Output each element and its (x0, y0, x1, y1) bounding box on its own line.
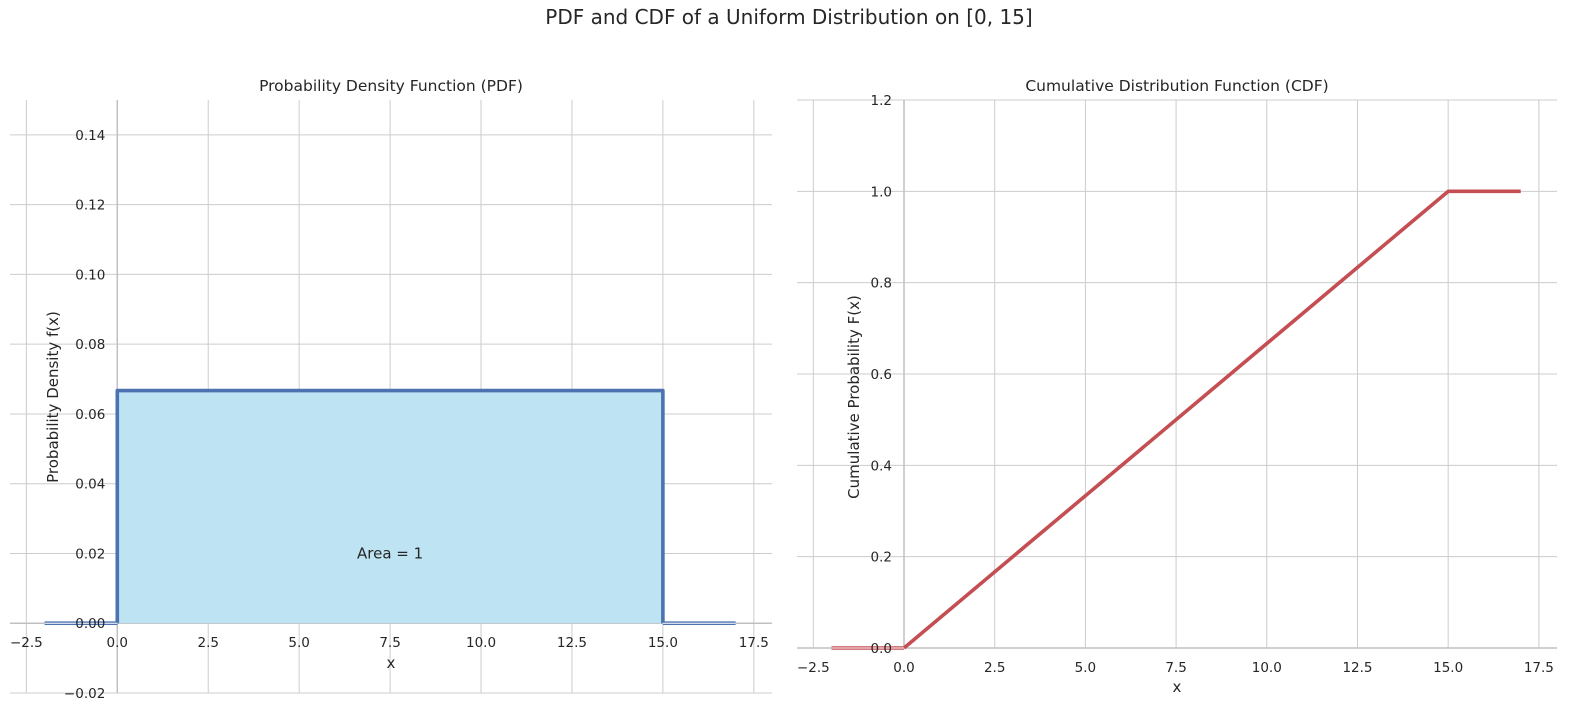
x-tick-label: 0.0 (107, 635, 128, 651)
x-tick-label: 17.5 (1524, 660, 1554, 676)
x-tick-label: 17.5 (739, 635, 769, 651)
x-axis-label: x (1173, 678, 1182, 696)
x-tick-label: 5.0 (288, 635, 309, 651)
x-tick-label: 2.5 (984, 660, 1005, 676)
x-tick-label: 12.5 (1342, 660, 1372, 676)
y-tick-label: 1.2 (871, 93, 892, 109)
y-tick-label: 0.08 (75, 337, 105, 353)
series-line (115, 388, 665, 624)
y-tick-label: 0.00 (75, 616, 105, 632)
y-tick-label: 0.06 (75, 407, 105, 423)
area-annotation: Area = 1 (357, 544, 423, 562)
x-tick-label: 2.5 (197, 635, 218, 651)
y-tick-label: 0.8 (871, 276, 892, 292)
x-tick-label: 10.0 (1252, 660, 1282, 676)
series-line (902, 189, 1521, 650)
chart-cdf: −2.5 0.0 2.5 5.0 7.5 10.0 12.5 15.0 17.5 0.0 0.2 0.… (797, 77, 1557, 696)
x-tick-label: 0.0 (893, 660, 914, 676)
y-axis-label: Probability Density f(x) (44, 311, 62, 483)
y-tick-label: 0.2 (871, 550, 892, 566)
x-tick-label: −2.5 (10, 635, 43, 651)
y-tick-label: 0.6 (871, 367, 892, 383)
x-tick-label: −2.5 (797, 660, 830, 676)
x-tick-label: 15.0 (648, 635, 678, 651)
y-tick-label: 0.02 (75, 546, 105, 562)
y-tick-label: 0.0 (871, 641, 892, 657)
x-tick-label: 15.0 (1433, 660, 1463, 676)
y-tick-label: 0.04 (75, 477, 105, 493)
x-axis-label: x (387, 654, 396, 672)
y-tick-label: −0.02 (64, 686, 105, 702)
y-tick-label: 1.0 (871, 184, 892, 200)
x-tick-label: 7.5 (379, 635, 400, 651)
subplot-title: Cumulative Distribution Function (CDF) (1025, 77, 1328, 95)
figure-title: PDF and CDF of a Uniform Distribution on… (545, 5, 1033, 29)
x-tick-label: 10.0 (466, 635, 496, 651)
y-axis-label: Cumulative Probability F(x) (845, 295, 863, 499)
y-tick-label: 0.4 (871, 458, 892, 474)
chart-pdf: −2.5 0.0 2.5 5.0 7.5 10.0 12.5 15.0 17.5 −0.02 0.0… (10, 77, 772, 702)
subplot-title: Probability Density Function (PDF) (259, 77, 523, 95)
y-tick-label: 0.14 (75, 128, 105, 144)
y-tick-label: 0.12 (75, 198, 105, 214)
x-tick-label: 7.5 (1165, 660, 1186, 676)
x-tick-label: 5.0 (1075, 660, 1096, 676)
y-tick-label: 0.10 (75, 267, 105, 283)
area-fill (117, 390, 663, 624)
x-tick-label: 12.5 (557, 635, 587, 651)
